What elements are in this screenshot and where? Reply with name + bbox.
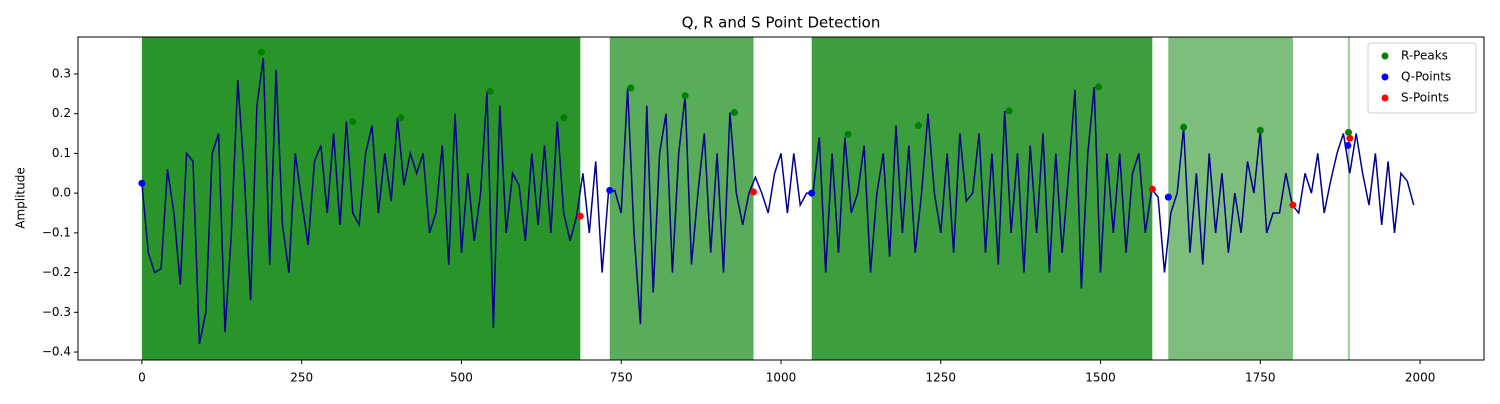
point (844, 130, 852, 138)
x-tick-label: 2000 (1405, 371, 1436, 385)
point (1256, 126, 1264, 134)
point (576, 212, 584, 220)
point (627, 84, 635, 92)
point (730, 108, 738, 116)
point (606, 186, 614, 194)
region (1347, 37, 1350, 360)
region (609, 37, 754, 360)
legend-label: R-Peaks (1401, 49, 1448, 63)
point (349, 118, 357, 126)
point (1095, 83, 1103, 91)
y-tick-label: −0.3 (42, 305, 71, 319)
point (1180, 123, 1188, 131)
point (750, 188, 758, 196)
legend-marker (1381, 52, 1389, 60)
x-tick-label: 1000 (766, 371, 797, 385)
y-tick-label: 0.3 (52, 66, 71, 80)
y-tick-label: −0.1 (42, 225, 71, 239)
point (1344, 141, 1352, 149)
legend-box (1367, 42, 1477, 114)
x-tick-label: 750 (610, 371, 633, 385)
point (257, 48, 265, 56)
x-tick-label: 1500 (1085, 371, 1116, 385)
point (1148, 185, 1156, 193)
y-axis-label: Amplitude (14, 167, 28, 229)
legend-label: Q-Points (1401, 70, 1451, 84)
point (914, 122, 922, 130)
y-tick-label: 0.2 (52, 106, 71, 120)
signal-line (141, 58, 1415, 345)
point (397, 114, 405, 122)
legend-label: S-Points (1401, 91, 1449, 105)
x-tick-label: 0 (138, 371, 146, 385)
x-tick-label: 250 (290, 371, 313, 385)
x-tick-label: 1250 (925, 371, 956, 385)
legend-marker (1381, 73, 1389, 81)
y-tick-label: 0.1 (52, 146, 71, 160)
point (681, 92, 689, 100)
x-tick-label: 1750 (1245, 371, 1276, 385)
y-tick-label: −0.4 (42, 345, 71, 359)
y-tick-label: 0.0 (52, 186, 71, 200)
point (560, 114, 568, 122)
point (1164, 193, 1172, 201)
region (1168, 37, 1293, 360)
point (138, 179, 146, 187)
point (808, 189, 816, 197)
point (1005, 107, 1013, 115)
point (1345, 128, 1353, 136)
x-tick-label: 500 (450, 371, 473, 385)
point (1289, 201, 1297, 209)
point (486, 87, 494, 95)
chart-title: Q, R and S Point Detection (682, 14, 881, 32)
point (1346, 134, 1354, 142)
y-tick-label: −0.2 (42, 265, 71, 279)
legend-marker (1381, 94, 1389, 102)
